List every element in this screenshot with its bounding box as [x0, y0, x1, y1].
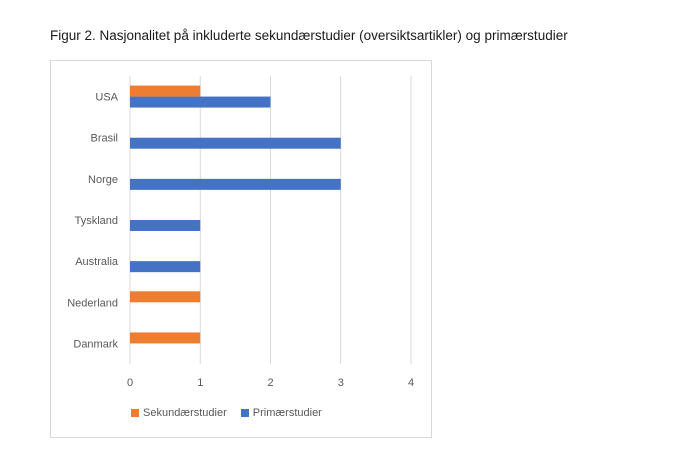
y-tick-label: Nederland: [67, 297, 118, 309]
bar-primaer: [130, 220, 201, 231]
bar-primaer: [130, 137, 341, 149]
legend-swatch: [240, 409, 249, 417]
legend-label: Primærstudier: [252, 407, 322, 419]
legend-item: Sekundærstudier: [131, 407, 227, 419]
bar-sekundaer: [130, 85, 201, 97]
legend-swatch: [131, 409, 139, 417]
figure-caption: Figur 2. Nasjonalitet på inkluderte seku…: [50, 28, 568, 43]
x-tick-label: 3: [338, 377, 344, 389]
bar-sekundaer: [130, 332, 201, 344]
bar-primaer: [130, 178, 341, 190]
x-tick-label: 2: [267, 377, 273, 389]
y-tick-label: Danmark: [73, 338, 118, 350]
x-tick-label: 1: [197, 377, 203, 389]
bar-primaer: [130, 261, 201, 273]
chart-frame: [50, 60, 432, 438]
legend-item: Primærstudier: [240, 407, 322, 419]
legend-label: Sekundærstudier: [143, 407, 227, 419]
chart-legend: Sekundærstudier Primærstudier: [131, 407, 336, 419]
y-tick-label: USA: [95, 92, 118, 104]
y-tick-label: Tyskland: [75, 215, 118, 227]
x-tick-label: 4: [408, 377, 414, 389]
y-tick-label: Brasil: [90, 133, 118, 145]
y-tick-label: Norge: [88, 174, 118, 186]
bar-primaer: [130, 96, 271, 108]
y-tick-label: Australia: [75, 256, 119, 268]
x-tick-label: 0: [127, 377, 133, 389]
bar-sekundaer: [130, 291, 201, 303]
